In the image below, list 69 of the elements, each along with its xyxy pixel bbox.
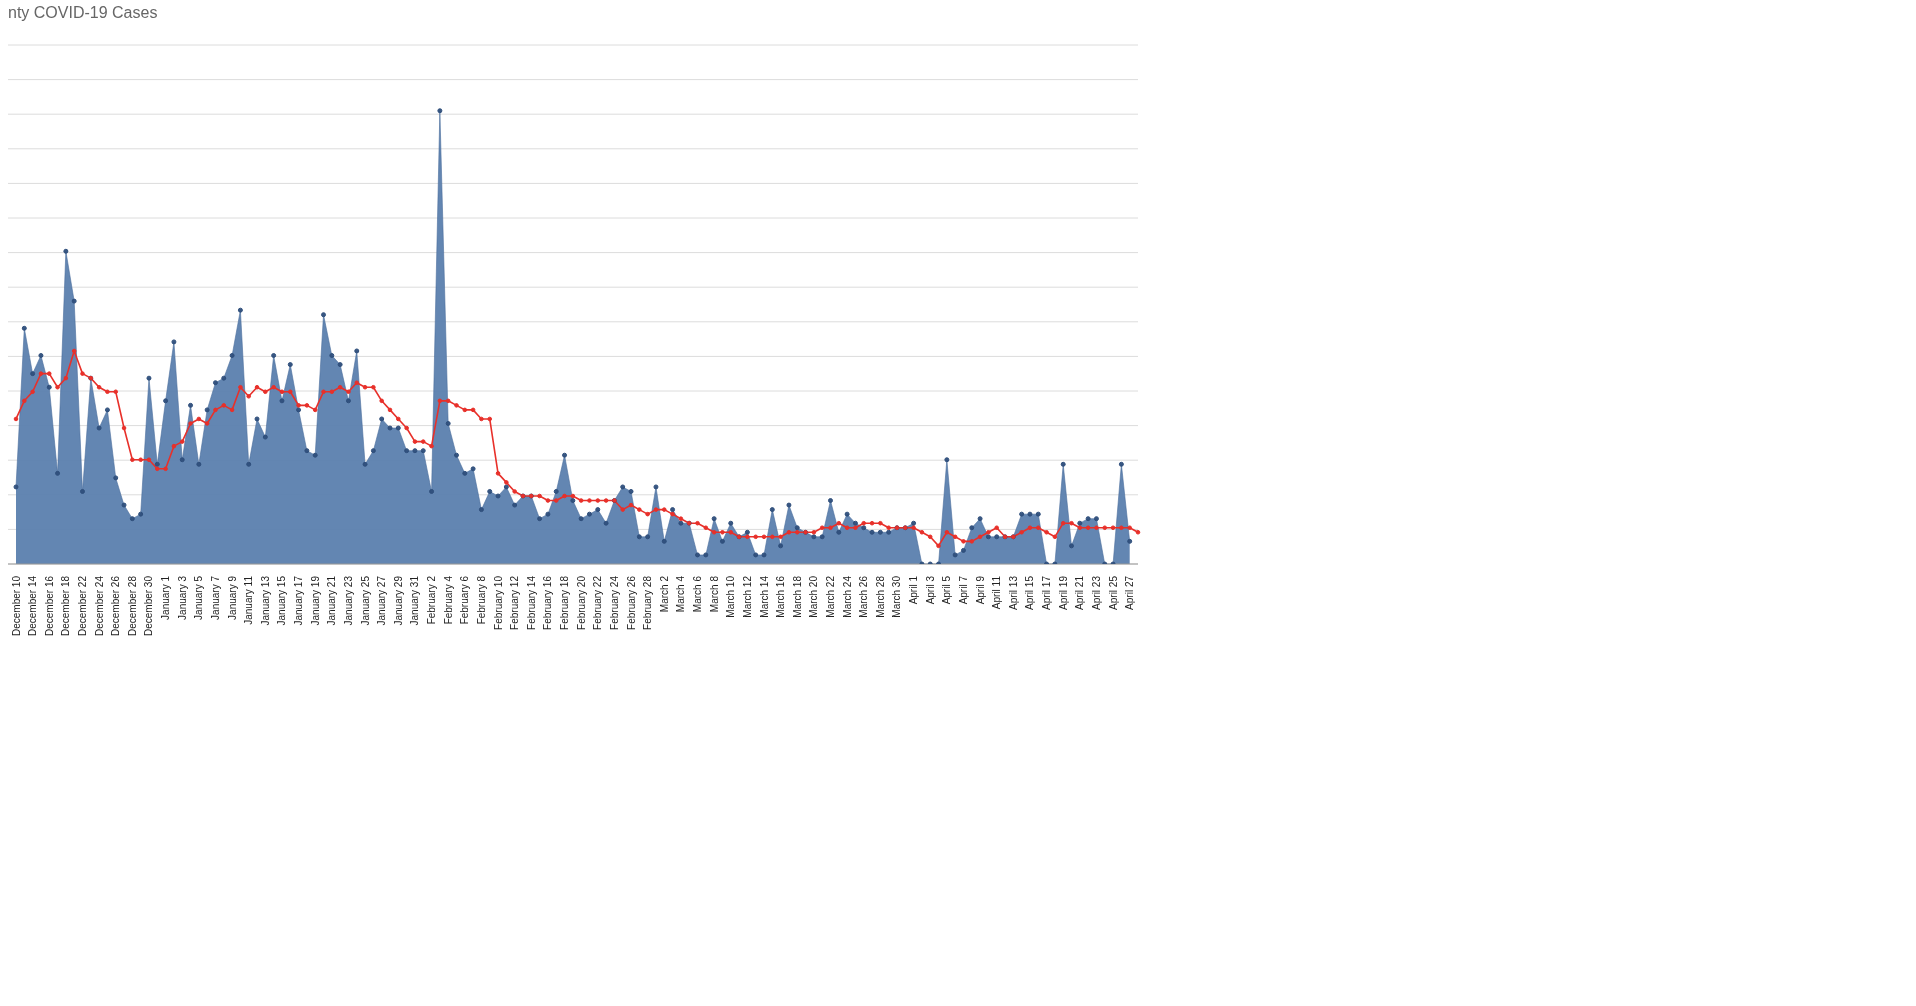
x-tick-label: December 16 xyxy=(43,575,55,637)
x-tick-label: April 17 xyxy=(1041,575,1053,610)
x-tick-label: February 26 xyxy=(625,575,637,630)
x-tick-label: January 13 xyxy=(259,575,271,626)
x-tick-label: March 26 xyxy=(858,575,870,618)
x-tick-label: February 12 xyxy=(509,575,521,630)
x-tick-label: March 18 xyxy=(791,575,803,618)
x-tick-label: December 28 xyxy=(126,575,138,637)
x-tick-label: February 22 xyxy=(592,575,604,630)
x-tick-label: January 23 xyxy=(342,575,354,626)
x-tick-label: December 10 xyxy=(10,575,22,637)
x-tick-label: December 22 xyxy=(76,575,88,637)
x-tick-label: March 24 xyxy=(841,575,853,618)
x-tick-label: January 3 xyxy=(176,575,188,620)
x-tick-label: February 4 xyxy=(442,575,454,625)
x-tick-label: April 1 xyxy=(908,575,920,605)
x-tick-label: December 26 xyxy=(110,575,122,637)
x-tick-label: March 10 xyxy=(725,575,737,618)
x-tick-label: April 5 xyxy=(941,575,953,605)
x-tick-label: March 12 xyxy=(741,575,753,618)
x-tick-label: January 15 xyxy=(276,575,288,626)
x-tick-label: April 23 xyxy=(1090,575,1102,610)
x-tick-label: January 29 xyxy=(392,575,404,626)
x-tick-label: March 6 xyxy=(692,575,704,613)
x-tick-label: January 17 xyxy=(293,575,305,626)
x-tick-label: January 5 xyxy=(193,575,205,620)
x-tick-label: January 1 xyxy=(160,575,172,620)
x-tick-label: January 19 xyxy=(309,575,321,626)
x-tick-label: February 10 xyxy=(492,575,504,630)
x-tick-label: February 6 xyxy=(459,575,471,625)
x-tick-label: December 30 xyxy=(143,575,155,637)
x-tick-label: April 27 xyxy=(1124,575,1136,610)
x-tick-label: April 21 xyxy=(1074,575,1086,610)
x-tick-label: March 28 xyxy=(874,575,886,618)
x-tick-label: December 24 xyxy=(93,575,105,637)
x-tick-label: January 25 xyxy=(359,575,371,626)
x-tick-label: January 11 xyxy=(243,575,255,625)
x-tick-label: April 25 xyxy=(1107,575,1119,610)
x-tick-label: March 30 xyxy=(891,575,903,618)
x-tick-label: February 8 xyxy=(475,575,487,625)
x-tick-label: March 2 xyxy=(658,575,670,613)
x-tick-label: February 24 xyxy=(608,575,620,630)
x-tick-label: March 14 xyxy=(758,575,770,618)
chart-title: nty COVID-19 Cases xyxy=(8,4,158,22)
x-tick-label: February 20 xyxy=(575,575,587,630)
x-tick-label: April 11 xyxy=(991,575,1003,610)
x-tick-label: March 4 xyxy=(675,575,687,613)
x-tick-label: April 9 xyxy=(974,575,986,605)
x-tick-label: December 18 xyxy=(60,575,72,637)
x-tick-label: April 7 xyxy=(957,575,969,605)
x-tick-label: January 21 xyxy=(326,575,338,626)
x-tick-label: February 18 xyxy=(559,575,571,630)
x-tick-label: April 19 xyxy=(1057,575,1069,610)
x-tick-label: March 22 xyxy=(824,575,836,618)
x-tick-label: March 20 xyxy=(808,575,820,618)
x-tick-label: January 7 xyxy=(209,575,221,620)
x-tick-label: December 14 xyxy=(27,575,39,637)
x-tick-label: April 3 xyxy=(924,575,936,605)
x-tick-label: January 27 xyxy=(376,575,388,626)
x-tick-label: April 13 xyxy=(1007,575,1019,610)
x-tick-label: February 28 xyxy=(642,575,654,630)
x-tick-label: February 14 xyxy=(525,575,537,630)
x-tick-label: February 16 xyxy=(542,575,554,630)
x-tick-label: February 2 xyxy=(426,575,438,625)
x-tick-label: January 9 xyxy=(226,575,238,620)
x-tick-label: April 15 xyxy=(1024,575,1036,610)
x-tick-label: March 16 xyxy=(775,575,787,618)
x-tick-label: January 31 xyxy=(409,575,421,626)
x-tick-label: March 8 xyxy=(708,575,720,613)
